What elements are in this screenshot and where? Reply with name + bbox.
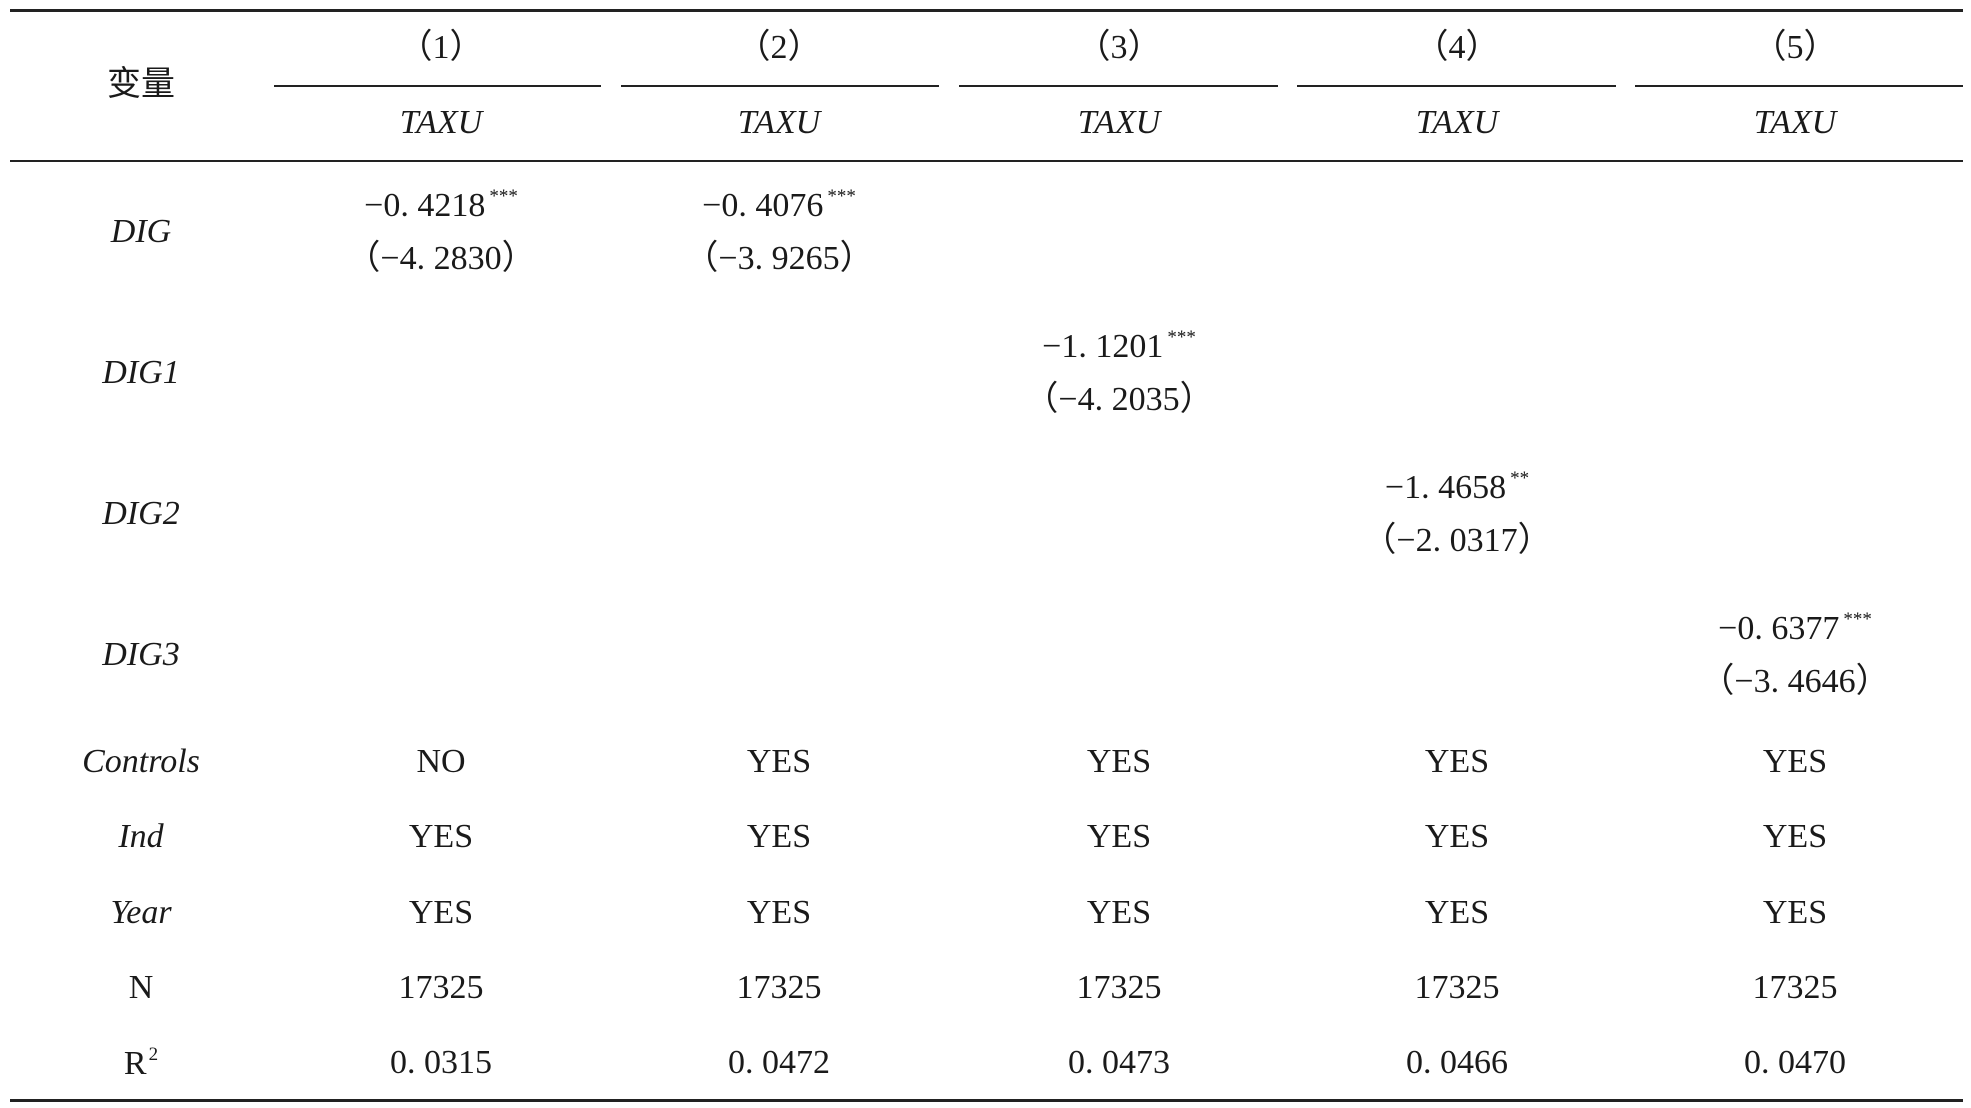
coefficient: −0. 4076 *** (702, 187, 856, 223)
column-number: （1） (398, 29, 484, 66)
stat-value: YES (1424, 894, 1490, 931)
stat-value: 17325 (1414, 969, 1500, 1006)
coefficient: −1. 1201 *** (1042, 328, 1196, 364)
stat-value: 0. 0466 (1406, 1044, 1508, 1081)
stat-value: YES (1762, 894, 1828, 931)
header-rule (10, 160, 1963, 162)
stat-value: YES (746, 743, 812, 780)
stat-value: 0. 0473 (1068, 1044, 1170, 1081)
stat-value: YES (1086, 818, 1152, 855)
t-statistic: （−2. 0317） (1362, 522, 1552, 559)
significance-stars: ** (1510, 468, 1530, 489)
bottom-rule (10, 1099, 1963, 1102)
stat-value: YES (746, 894, 812, 931)
column-rule (1297, 85, 1616, 87)
significance-stars: *** (1167, 327, 1196, 348)
column-number: （5） (1752, 29, 1838, 66)
coefficient-value: −0. 6377 (1718, 610, 1840, 647)
dependent-variable: TAXU (737, 104, 821, 141)
coefficient-value: −1. 1201 (1042, 328, 1164, 365)
coefficient: −0. 4218 *** (364, 187, 518, 223)
significance-stars: *** (489, 186, 518, 207)
stat-label-text: R (123, 1045, 147, 1082)
stat-label: Year (110, 896, 171, 930)
stat-value: YES (1424, 743, 1490, 780)
row-label: DIG3 (102, 636, 180, 673)
stat-value: YES (408, 818, 474, 855)
stat-value: YES (1424, 818, 1490, 855)
dependent-variable: TAXU (1077, 104, 1161, 141)
stat-label-sup: 2 (148, 1044, 159, 1065)
stat-label-text: N (128, 969, 154, 1006)
column-number: （2） (736, 29, 822, 66)
stat-label-text: Year (110, 894, 172, 931)
coefficient-value: −0. 4218 (364, 187, 486, 224)
row-label: DIG2 (102, 495, 180, 532)
stat-value: 0. 0472 (728, 1044, 830, 1081)
significance-stars: *** (1843, 609, 1872, 630)
column-rule (959, 85, 1278, 87)
stub-header: 变量 (107, 66, 175, 103)
dependent-variable: TAXU (1415, 104, 1499, 141)
stat-value: YES (1762, 743, 1828, 780)
stat-label: Controls (82, 745, 200, 779)
stat-value: YES (746, 818, 812, 855)
stat-value: YES (1086, 743, 1152, 780)
t-statistic: （−3. 9265） (684, 240, 874, 277)
column-rule (621, 85, 939, 87)
stat-label: Ind (118, 820, 163, 854)
coefficient: −0. 6377 *** (1718, 610, 1872, 646)
stat-value: 17325 (736, 969, 822, 1006)
t-statistic: （−3. 4646） (1700, 663, 1890, 700)
dependent-variable: TAXU (1753, 104, 1837, 141)
stat-value: 0. 0315 (390, 1044, 492, 1081)
row-label: DIG (110, 213, 172, 250)
stat-label-text: Ind (118, 818, 164, 855)
dependent-variable: TAXU (399, 104, 483, 141)
row-label: DIG1 (102, 354, 180, 391)
stat-value: 17325 (1076, 969, 1162, 1006)
stat-value: NO (416, 743, 466, 780)
column-rule (274, 85, 601, 87)
column-rule (1635, 85, 1963, 87)
t-statistic: （−4. 2035） (1024, 381, 1214, 418)
stat-value: YES (1086, 894, 1152, 931)
column-number: （4） (1414, 29, 1500, 66)
stat-value: YES (408, 894, 474, 931)
stat-value: 17325 (1752, 969, 1838, 1006)
top-rule (10, 9, 1963, 12)
coefficient-value: −1. 4658 (1384, 469, 1507, 506)
stat-label: N (129, 971, 154, 1005)
coefficient: −1. 4658 ** (1385, 469, 1529, 505)
coefficient-value: −0. 4076 (702, 187, 824, 224)
column-number: （3） (1076, 29, 1162, 66)
t-statistic: （−4. 2830） (346, 240, 536, 277)
stat-label-text: Controls (82, 743, 200, 780)
significance-stars: *** (827, 186, 856, 207)
stat-value: 17325 (398, 969, 484, 1006)
stat-value: YES (1762, 818, 1828, 855)
stat-value: 0. 0470 (1744, 1044, 1846, 1081)
